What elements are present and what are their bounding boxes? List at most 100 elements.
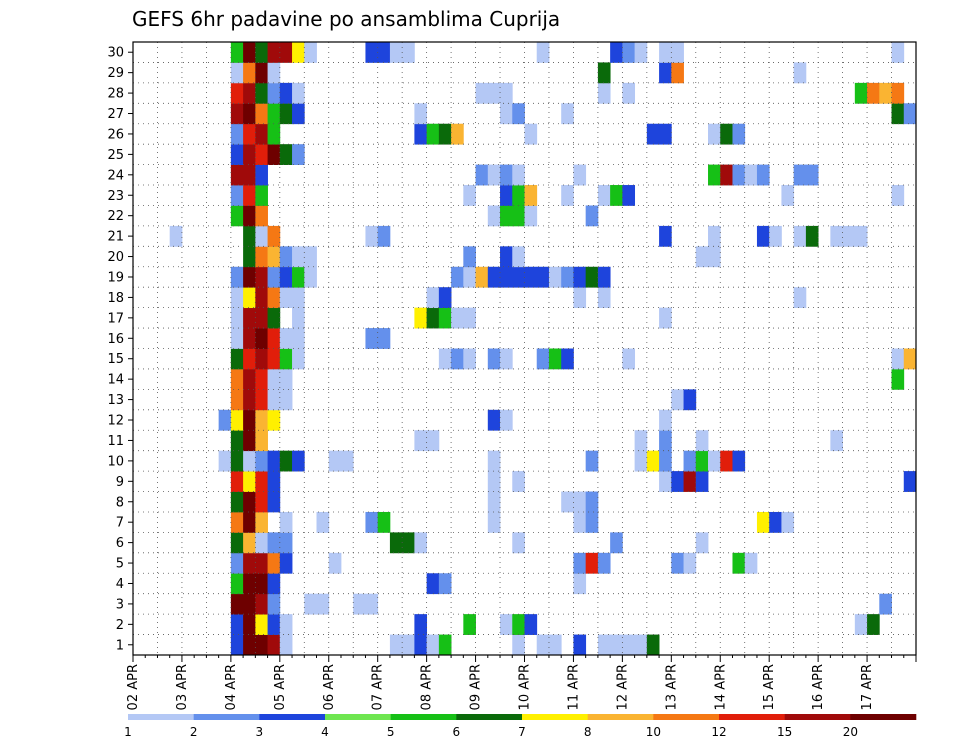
- heatmap-cell: [279, 144, 293, 165]
- heatmap-cell: [854, 82, 868, 104]
- heatmap-cell: [267, 450, 281, 472]
- heatmap-cell: [671, 42, 684, 63]
- legend-label: 20: [843, 725, 858, 739]
- y-tick-label: 12: [107, 414, 124, 429]
- heatmap-cell: [524, 266, 538, 288]
- heatmap-cell: [867, 82, 880, 104]
- y-tick-label: 29: [107, 66, 124, 81]
- y-tick-label: 8: [116, 495, 124, 510]
- heatmap-cell: [292, 287, 305, 309]
- heatmap-cell: [267, 144, 281, 165]
- heatmap-cell: [328, 552, 342, 574]
- heatmap-cell: [243, 42, 256, 63]
- heatmap-cell: [414, 532, 428, 554]
- heatmap-cell: [255, 185, 268, 206]
- legend-swatch: [456, 714, 523, 720]
- heatmap-cell: [389, 634, 403, 656]
- heatmap-cell: [451, 307, 464, 329]
- y-tick-label: 26: [107, 127, 124, 142]
- heatmap-cell: [879, 82, 892, 104]
- heatmap-cell: [230, 471, 244, 492]
- grid-lines: [133, 41, 916, 655]
- heatmap-cell: [292, 266, 305, 288]
- heatmap-cell: [634, 634, 648, 656]
- legend-label: 8: [584, 725, 592, 739]
- heatmap-cell: [267, 103, 281, 125]
- heatmap-cell: [365, 511, 379, 533]
- heatmap-cell: [255, 266, 268, 288]
- y-tick-label: 16: [107, 332, 124, 347]
- heatmap-cell: [304, 42, 317, 63]
- heatmap-cell: [451, 266, 464, 288]
- heatmap-cell: [316, 511, 330, 533]
- heatmap-cell: [451, 348, 464, 370]
- heatmap-cell: [230, 42, 244, 63]
- x-tick-label: 16 APR: [811, 664, 826, 710]
- heatmap-cell: [573, 552, 587, 574]
- x-tick-label: 03 APR: [175, 664, 190, 710]
- y-tick-label: 4: [116, 577, 124, 592]
- heatmap-cell: [756, 225, 770, 247]
- heatmap-cell: [487, 82, 501, 104]
- heatmap-cell: [218, 409, 232, 431]
- heatmap-cell: [267, 348, 281, 370]
- heatmap-cell: [867, 614, 880, 635]
- heatmap-cell: [218, 450, 232, 472]
- heatmap-cell: [267, 409, 281, 431]
- heatmap-cell: [683, 450, 697, 472]
- heatmap-cell: [891, 368, 905, 390]
- heatmap-cell: [548, 348, 562, 370]
- heatmap-cell: [414, 103, 428, 125]
- heatmap-cell: [243, 164, 256, 186]
- heatmap-cell: [255, 614, 268, 635]
- heatmap-cell: [255, 368, 268, 390]
- heatmap-cell: [573, 573, 587, 595]
- heatmap-cell: [500, 614, 513, 635]
- x-tick-label: 07 APR: [371, 664, 386, 710]
- chart-title: GEFS 6hr padavine po ansamblima Cuprija: [132, 7, 560, 31]
- heatmap-cell: [243, 450, 256, 472]
- heatmap-cell: [243, 511, 256, 533]
- heatmap-cell: [500, 103, 513, 125]
- heatmap-cell: [500, 205, 513, 227]
- heatmap-cell: [243, 103, 256, 125]
- heatmap-cell: [573, 491, 587, 513]
- heatmap-cell: [279, 614, 293, 635]
- heatmap-cell: [267, 246, 281, 268]
- heatmap-cell: [438, 287, 452, 309]
- heatmap-cell: [279, 511, 293, 533]
- heatmap-cell: [683, 389, 697, 411]
- heatmap-cell: [230, 266, 244, 288]
- y-tick-label: 28: [107, 87, 124, 102]
- heatmap-cell: [732, 164, 746, 186]
- heatmap-cell: [267, 225, 281, 247]
- heatmap-cell: [255, 491, 268, 513]
- heatmap-cell: [292, 348, 305, 370]
- heatmap-cell: [267, 82, 281, 104]
- heatmap-cell: [365, 42, 379, 63]
- heatmap-cell: [561, 348, 574, 370]
- heatmap-cell: [610, 532, 623, 554]
- heatmap-cell: [402, 532, 415, 554]
- heatmap-cell: [230, 123, 244, 145]
- heatmap-cell: [377, 225, 391, 247]
- y-tick-label: 22: [107, 209, 124, 224]
- heatmap-cell: [646, 634, 660, 656]
- heatmap-cell: [304, 266, 317, 288]
- heatmap-cell: [230, 614, 244, 635]
- heatmap-cell: [316, 593, 330, 615]
- heatmap-cell: [585, 491, 599, 513]
- heatmap-cell: [377, 511, 391, 533]
- heatmap-cell: [230, 430, 244, 452]
- heatmap-cell: [548, 634, 562, 656]
- heatmap-cell: [365, 328, 379, 349]
- heatmap-cell: [230, 205, 244, 227]
- heatmap-cell: [243, 82, 256, 104]
- heatmap-cell: [891, 42, 905, 63]
- heatmap-cell: [646, 450, 660, 472]
- heatmap-cell: [512, 164, 525, 186]
- heatmap-cell: [243, 266, 256, 288]
- legend-swatch: [719, 714, 785, 720]
- y-tick-label: 20: [107, 250, 124, 265]
- heatmap-cell: [267, 62, 281, 84]
